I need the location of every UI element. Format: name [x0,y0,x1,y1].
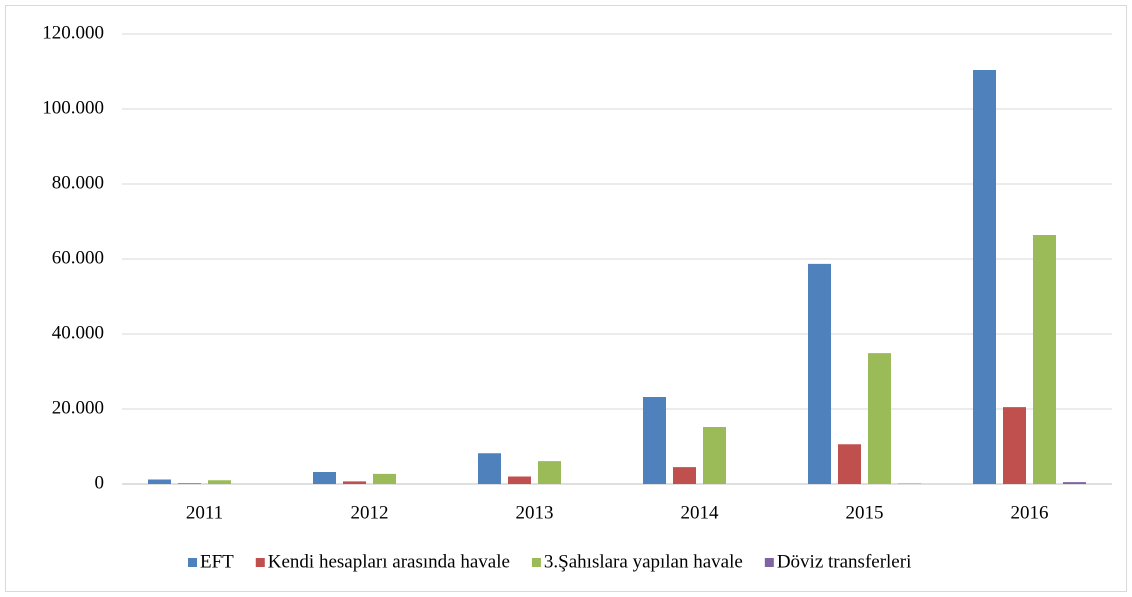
legend-swatch [255,558,265,567]
legend-label: EFT [200,551,234,572]
bar [208,480,231,484]
bar [1063,482,1086,484]
bar [673,467,696,484]
bar [148,479,171,484]
bar [478,453,501,484]
bar [868,353,891,484]
bar [643,397,666,484]
x-tick-label: 2015 [846,502,884,523]
legend-swatch [764,558,774,567]
x-tick-label: 2011 [186,502,223,523]
bar [178,483,201,484]
chart-frame [5,5,1127,592]
legend-swatch [188,558,197,567]
y-tick-label: 120.000 [42,22,104,43]
x-tick-label: 2013 [516,502,554,523]
bar [313,472,336,484]
bar [1003,407,1026,484]
bar [838,444,861,484]
y-tick-label: 100.000 [42,97,104,118]
bar [538,461,561,484]
x-tick-label: 2014 [681,502,720,523]
x-tick-label: 2016 [1011,502,1049,523]
bar [373,473,396,484]
bar [703,427,726,484]
bar [808,263,831,484]
y-tick-label: 0 [95,472,105,493]
y-tick-label: 20.000 [52,397,104,418]
bar [1033,235,1056,484]
legend-swatch [531,558,541,567]
legend-label: 3.Şahıslara yapılan havale [544,551,743,572]
bar [343,481,366,484]
y-tick-label: 40.000 [52,322,104,343]
legend-label: Kendi hesapları arasında havale [268,551,510,572]
legend-label: Döviz transferleri [777,551,912,572]
y-tick-label: 60.000 [52,247,104,268]
bar [973,70,996,484]
bar [508,476,531,484]
y-tick-label: 80.000 [52,172,104,193]
x-tick-label: 2012 [351,502,389,523]
